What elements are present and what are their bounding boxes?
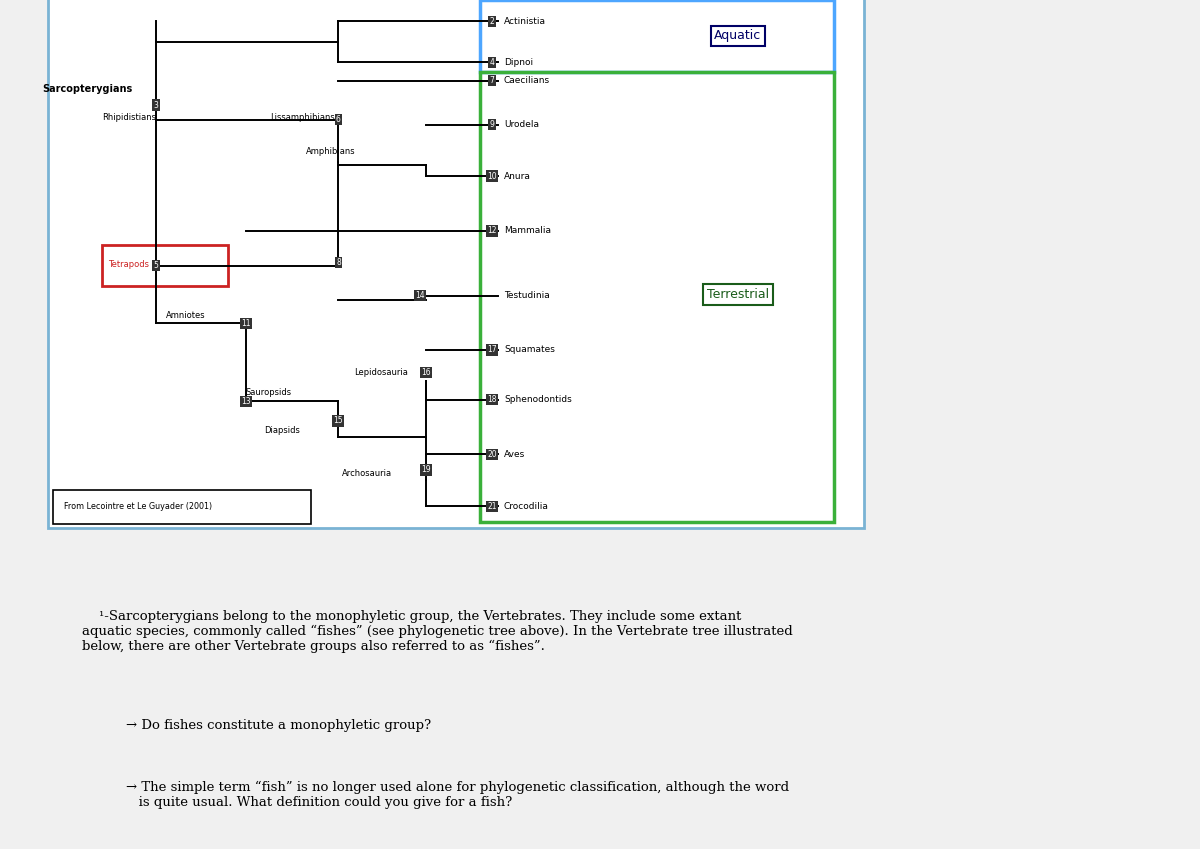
Text: 11: 11 xyxy=(241,318,251,328)
Bar xyxy=(53,490,311,524)
Text: 20: 20 xyxy=(487,450,497,458)
Text: 14: 14 xyxy=(415,291,425,300)
Text: Sphenodontids: Sphenodontids xyxy=(504,395,571,404)
Text: 7: 7 xyxy=(490,76,494,86)
Text: → The simple term “fish” is no longer used alone for phylogenetic classification: → The simple term “fish” is no longer us… xyxy=(126,781,790,809)
Text: From Lecointre et Le Guyader (2001): From Lecointre et Le Guyader (2001) xyxy=(64,503,211,511)
Text: 10: 10 xyxy=(487,171,497,181)
Text: 19: 19 xyxy=(421,465,431,475)
Text: Rhipidistians: Rhipidistians xyxy=(102,113,156,121)
Text: Mammalia: Mammalia xyxy=(504,227,551,235)
Bar xyxy=(102,245,228,286)
Text: Sarcopterygians: Sarcopterygians xyxy=(42,85,132,94)
Text: 21: 21 xyxy=(487,502,497,511)
Text: Caecilians: Caecilians xyxy=(504,76,550,86)
Text: Lissamphibians: Lissamphibians xyxy=(270,113,335,121)
Text: 2: 2 xyxy=(490,17,494,25)
Text: 13: 13 xyxy=(241,396,251,406)
Text: Tetrapods: Tetrapods xyxy=(108,260,149,269)
Text: Diapsids: Diapsids xyxy=(264,425,300,435)
Text: Amniotes: Amniotes xyxy=(166,312,205,320)
Text: Anura: Anura xyxy=(504,171,530,181)
Text: Urodela: Urodela xyxy=(504,121,539,129)
Text: Terrestrial: Terrestrial xyxy=(707,288,769,301)
Bar xyxy=(480,0,834,72)
Text: Amphibians: Amphibians xyxy=(306,147,355,155)
Bar xyxy=(48,0,864,528)
Text: 15: 15 xyxy=(334,416,343,425)
Text: 4: 4 xyxy=(490,58,494,67)
Text: 3: 3 xyxy=(154,100,158,110)
Text: Lepidosauria: Lepidosauria xyxy=(354,368,408,377)
Text: 9: 9 xyxy=(490,121,494,129)
Text: 18: 18 xyxy=(487,395,497,404)
Text: 12: 12 xyxy=(487,227,497,235)
Text: Crocodilia: Crocodilia xyxy=(504,502,548,511)
Text: 17: 17 xyxy=(487,346,497,354)
Text: ¹-Sarcopterygians belong to the monophyletic group, the Vertebrates. They includ: ¹-Sarcopterygians belong to the monophyl… xyxy=(82,610,793,654)
Text: Aquatic: Aquatic xyxy=(714,30,762,42)
Text: → Do fishes constitute a monophyletic group?: → Do fishes constitute a monophyletic gr… xyxy=(126,718,431,732)
Bar xyxy=(480,72,834,522)
Text: Aves: Aves xyxy=(504,450,526,458)
Text: Archosauria: Archosauria xyxy=(342,469,392,478)
Text: 6: 6 xyxy=(336,115,341,124)
Text: 5: 5 xyxy=(154,261,158,270)
Text: Testudinia: Testudinia xyxy=(504,291,550,300)
Text: 16: 16 xyxy=(421,368,431,377)
Text: Sauropsids: Sauropsids xyxy=(246,388,292,397)
Text: Dipnoi: Dipnoi xyxy=(504,58,533,67)
Text: Squamates: Squamates xyxy=(504,346,554,354)
Text: Actinistia: Actinistia xyxy=(504,17,546,25)
Text: 8: 8 xyxy=(336,258,341,267)
